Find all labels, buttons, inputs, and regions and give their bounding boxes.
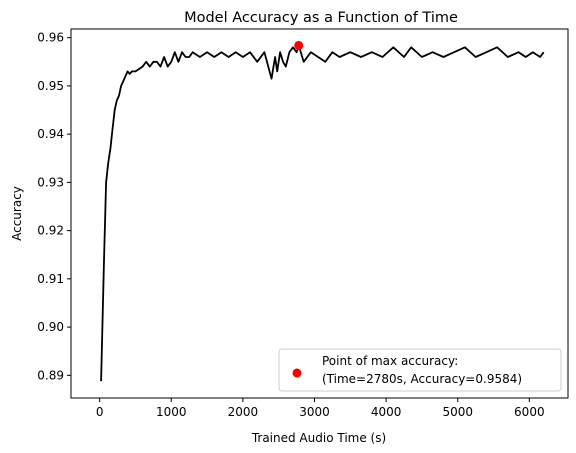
legend-marker [292, 368, 302, 378]
legend-box [278, 348, 562, 392]
y-tick-label: 0.93 [37, 175, 64, 189]
x-tick-label: 2000 [228, 405, 259, 419]
x-tick-label: 0 [96, 405, 104, 419]
y-tick-label: 0.96 [37, 31, 64, 45]
y-tick-label: 0.89 [37, 368, 64, 382]
plot-area [100, 40, 545, 382]
max-accuracy-marker [294, 40, 304, 50]
y-axis-label: Accuracy [10, 186, 24, 241]
y-tick-label: 0.95 [37, 79, 64, 93]
legend-label-line2: (Time=2780s, Accuracy=0.9584) [322, 372, 522, 386]
x-tick-label: 4000 [371, 405, 402, 419]
x-tick-label: 5000 [442, 405, 473, 419]
chart-title: Model Accuracy as a Function of Time [184, 10, 458, 26]
y-tick-label: 0.94 [37, 127, 64, 141]
y-tick-label: 0.90 [37, 320, 64, 334]
plot-frame [70, 28, 569, 399]
x-axis: 0 1000 2000 3000 4000 5000 6000 [96, 398, 545, 419]
y-axis: 0.89 0.90 0.91 0.92 0.93 0.94 0.95 0.96 [37, 31, 71, 382]
accuracy-series-line [100, 44, 545, 382]
x-tick-label: 1000 [156, 405, 187, 419]
y-tick-label: 0.91 [37, 272, 64, 286]
x-axis-label: Trained Audio Time (s) [251, 431, 386, 445]
y-tick-label: 0.92 [37, 224, 64, 238]
legend-label-line1: Point of max accuracy: [322, 354, 458, 368]
x-tick-label: 3000 [299, 405, 330, 419]
x-tick-label: 6000 [514, 405, 545, 419]
legend: Point of max accuracy: (Time=2780s, Accu… [278, 348, 562, 392]
